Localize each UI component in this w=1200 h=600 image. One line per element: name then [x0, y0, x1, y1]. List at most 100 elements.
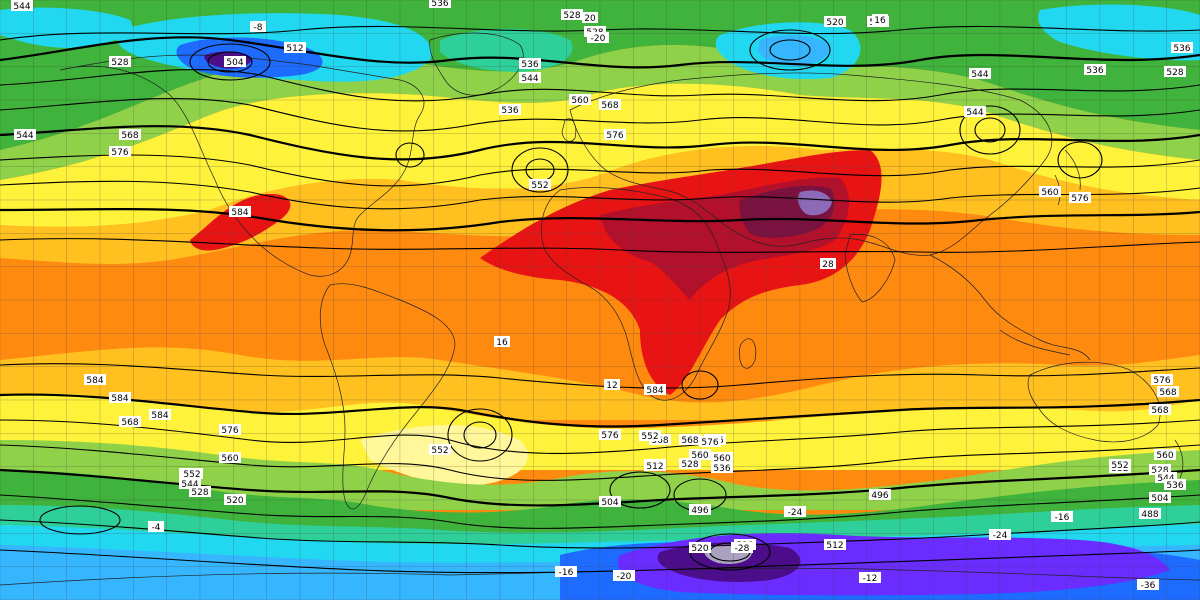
contour-label-box	[679, 458, 701, 469]
contour-label-box	[1139, 508, 1161, 519]
contour-label-box	[599, 429, 621, 440]
high-south-africa	[681, 370, 719, 400]
temperature-label: -12	[863, 574, 878, 584]
temperature-label-box	[859, 572, 881, 583]
temperature-label: 28	[822, 260, 834, 270]
contour-label: 576	[606, 131, 623, 141]
contour-label-box	[529, 179, 551, 190]
coast-eurasia	[569, 72, 1053, 256]
contour-label: 536	[713, 464, 730, 474]
contour-label: 568	[681, 436, 698, 446]
contour-label-box	[1109, 459, 1131, 470]
contour-label-box	[109, 146, 131, 157]
contour-n9	[0, 238, 1200, 253]
temperature-label-box	[1137, 579, 1159, 590]
temperature-label-box	[989, 529, 1011, 540]
contour-label-box	[11, 0, 33, 11]
contour-label: 536	[1173, 44, 1190, 54]
contour-label: 536	[1086, 66, 1103, 76]
contour-label: 512	[286, 44, 303, 54]
contour-label-box	[179, 478, 201, 489]
temperature-label-box	[613, 570, 635, 581]
contour-label-box	[689, 542, 711, 553]
contour-label: 544	[16, 131, 33, 141]
temperature-label-box	[148, 521, 164, 532]
coast-australia	[1027, 361, 1161, 443]
coast-north-america	[59, 54, 425, 277]
contour-label: 528	[111, 58, 128, 68]
contour-label-box	[1069, 192, 1091, 203]
low-south-indian-1	[609, 471, 671, 509]
contour-label-box	[1155, 472, 1177, 483]
temperature-label-box	[1051, 511, 1073, 522]
temperature-label: -16	[1055, 513, 1070, 523]
temperature-label-box	[731, 542, 753, 553]
contour-label-box	[229, 206, 251, 217]
contour-label: 552	[531, 181, 548, 191]
coast-se-asia	[929, 254, 1091, 361]
low-south-atlantic-2	[463, 421, 497, 449]
contour-label-box	[1149, 492, 1171, 503]
contour-label-box	[599, 496, 621, 507]
contour-label: 584	[151, 411, 168, 421]
contour-s4	[0, 468, 1200, 507]
low-south-pacific	[39, 505, 121, 535]
contour-label: 584	[86, 376, 103, 386]
contour-label: 544	[971, 70, 988, 80]
contour-label: 504	[601, 498, 618, 508]
contour-label: 504	[1151, 494, 1168, 504]
contour-n3	[0, 69, 1200, 102]
contour-s1	[0, 393, 1200, 428]
contour-label-box	[149, 409, 171, 420]
contour-label: 552	[641, 432, 658, 442]
contour-label: 512	[826, 541, 843, 551]
temperature-label-box	[555, 566, 577, 577]
contour-label-box	[824, 16, 846, 27]
low-east-asia-1	[959, 105, 1021, 155]
temperature-label: -24	[788, 508, 803, 518]
temperature-label: -20	[617, 572, 632, 582]
contour-label: 576	[1071, 194, 1088, 204]
low-north-atlantic	[395, 142, 425, 168]
contour-label-box	[604, 129, 626, 140]
low-atlantic-1	[511, 147, 569, 193]
contour-label-box	[644, 384, 666, 395]
contour-label: 512	[646, 462, 663, 472]
low-japan-1	[1057, 141, 1103, 179]
contour-label-box	[1084, 64, 1106, 75]
contour-label: 544	[966, 108, 983, 118]
contour-label: 576	[1153, 376, 1170, 386]
contour-label: 544	[521, 74, 538, 84]
contour-label-box	[1157, 386, 1179, 397]
contour-s7	[0, 549, 1200, 574]
coast-new-zealand	[1174, 439, 1184, 479]
contour-label: 496	[871, 491, 888, 501]
contour-n5	[0, 125, 1200, 161]
contour-label-box	[189, 486, 211, 497]
contour-label: 520	[226, 496, 243, 506]
contour-label: 536	[1166, 481, 1183, 491]
contour-label-box	[14, 129, 36, 140]
contour-s5	[0, 494, 1200, 529]
contour-label-box	[1154, 449, 1176, 460]
coast-south-america	[319, 283, 456, 510]
contour-label: 576	[221, 426, 238, 436]
contour-label: 536	[501, 106, 518, 116]
coast-india	[844, 234, 896, 303]
map-labels: 5445365285285205125045125285365445445365…	[11, 0, 1193, 591]
contour-label: 528	[681, 460, 698, 470]
contour-label: 552	[1111, 461, 1128, 471]
low-siberia-2	[769, 39, 811, 61]
contour-label-box	[699, 436, 721, 447]
band-hot-purple	[798, 190, 832, 216]
contour-label-box	[1151, 374, 1173, 385]
contour-label: 536	[431, 0, 448, 9]
contour-label-box	[429, 444, 451, 455]
contour-label-box	[569, 94, 591, 105]
temperature-label: 16	[496, 338, 508, 348]
contour-label-box	[224, 494, 246, 505]
temperature-label: -4	[152, 523, 161, 533]
contour-s2	[0, 419, 1200, 455]
contour-label-box	[119, 129, 141, 140]
contour-label: 576	[601, 431, 618, 441]
